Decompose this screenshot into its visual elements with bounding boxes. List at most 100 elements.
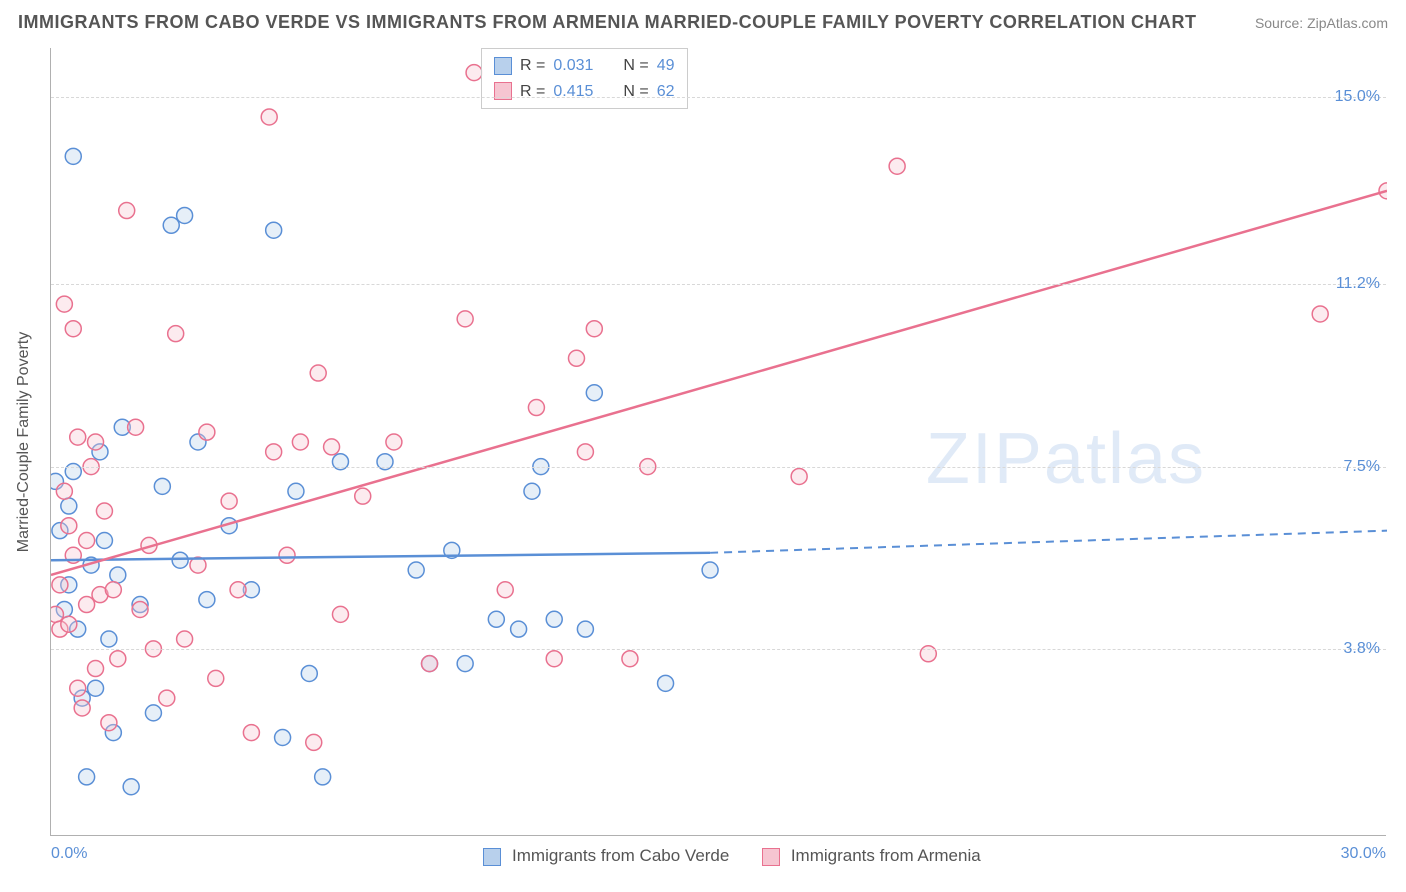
data-point-armenia (221, 493, 237, 509)
data-point-cabo_verde (658, 675, 674, 691)
regression-line-armenia (51, 191, 1387, 575)
data-point-armenia (622, 651, 638, 667)
data-point-armenia (61, 616, 77, 632)
data-point-armenia (61, 518, 77, 534)
data-point-cabo_verde (154, 478, 170, 494)
data-point-armenia (177, 631, 193, 647)
chart-title: IMMIGRANTS FROM CABO VERDE VS IMMIGRANTS… (18, 12, 1197, 33)
data-point-armenia (586, 321, 602, 337)
data-point-armenia (466, 65, 482, 81)
data-point-armenia (386, 434, 402, 450)
grid-line (51, 467, 1386, 468)
scatter-svg (51, 48, 1387, 836)
data-point-armenia (306, 734, 322, 750)
y-tick-label: 7.5% (1344, 458, 1380, 476)
r-value-armenia: 0.415 (553, 79, 593, 105)
swatch-cabo-icon (483, 848, 501, 866)
data-point-cabo_verde (511, 621, 527, 637)
data-point-armenia (279, 547, 295, 563)
r-label: R = (520, 53, 545, 79)
data-point-cabo_verde (79, 769, 95, 785)
data-point-armenia (310, 365, 326, 381)
data-point-cabo_verde (577, 621, 593, 637)
data-point-armenia (65, 321, 81, 337)
data-point-armenia (110, 651, 126, 667)
data-point-armenia (79, 597, 95, 613)
data-point-cabo_verde (110, 567, 126, 583)
data-point-cabo_verde (123, 779, 139, 795)
swatch-armenia-icon (762, 848, 780, 866)
data-point-armenia (457, 311, 473, 327)
y-tick-label: 15.0% (1335, 88, 1380, 106)
n-value-cabo: 49 (657, 53, 675, 79)
data-point-armenia (355, 488, 371, 504)
legend-label-armenia: Immigrants from Armenia (791, 846, 981, 865)
data-point-armenia (74, 700, 90, 716)
data-point-armenia (230, 582, 246, 598)
r-label: R = (520, 79, 545, 105)
data-point-armenia (79, 533, 95, 549)
data-point-cabo_verde (61, 498, 77, 514)
regression-extension-cabo_verde (710, 531, 1387, 553)
n-value-armenia: 62 (657, 79, 675, 105)
data-point-cabo_verde (315, 769, 331, 785)
stats-legend: R = 0.031 N = 49 R = 0.415 N = 62 (481, 48, 688, 109)
grid-line (51, 649, 1386, 650)
data-point-armenia (168, 326, 184, 342)
data-point-armenia (577, 444, 593, 460)
source-attribution: Source: ZipAtlas.com (1255, 15, 1388, 31)
y-tick-label: 3.8% (1344, 640, 1380, 658)
data-point-armenia (1312, 306, 1328, 322)
n-label: N = (623, 53, 648, 79)
data-point-armenia (159, 690, 175, 706)
plot-region: ZIPatlas R = 0.031 N = 49 R = 0.415 N = … (50, 48, 1386, 836)
stats-row-armenia: R = 0.415 N = 62 (494, 79, 675, 105)
data-point-cabo_verde (408, 562, 424, 578)
data-point-cabo_verde (546, 611, 562, 627)
data-point-cabo_verde (524, 483, 540, 499)
data-point-armenia (208, 670, 224, 686)
data-point-armenia (105, 582, 121, 598)
data-point-cabo_verde (275, 730, 291, 746)
data-point-cabo_verde (96, 533, 112, 549)
stats-row-cabo: R = 0.031 N = 49 (494, 53, 675, 79)
data-point-armenia (56, 296, 72, 312)
data-point-armenia (243, 725, 259, 741)
grid-line (51, 97, 1386, 98)
data-point-cabo_verde (145, 705, 161, 721)
data-point-armenia (119, 203, 135, 219)
legend-label-cabo: Immigrants from Cabo Verde (512, 846, 729, 865)
data-point-armenia (88, 661, 104, 677)
data-point-armenia (132, 601, 148, 617)
y-axis-label: Married-Couple Family Poverty (15, 332, 33, 553)
data-point-cabo_verde (301, 665, 317, 681)
data-point-cabo_verde (266, 222, 282, 238)
n-label: N = (623, 79, 648, 105)
chart-area: Married-Couple Family Poverty ZIPatlas R… (50, 48, 1386, 836)
data-point-armenia (422, 656, 438, 672)
data-point-cabo_verde (172, 552, 188, 568)
swatch-cabo-icon (494, 57, 512, 75)
data-point-cabo_verde (488, 611, 504, 627)
data-point-armenia (889, 158, 905, 174)
data-point-armenia (88, 434, 104, 450)
grid-line (51, 284, 1386, 285)
data-point-cabo_verde (457, 656, 473, 672)
data-point-cabo_verde (177, 207, 193, 223)
r-value-cabo: 0.031 (553, 53, 593, 79)
data-point-armenia (101, 715, 117, 731)
data-point-cabo_verde (65, 148, 81, 164)
data-point-armenia (56, 483, 72, 499)
data-point-armenia (52, 577, 68, 593)
data-point-armenia (128, 419, 144, 435)
data-point-armenia (266, 444, 282, 460)
data-point-cabo_verde (702, 562, 718, 578)
y-tick-label: 11.2% (1336, 275, 1380, 293)
data-point-armenia (70, 680, 86, 696)
data-point-cabo_verde (88, 680, 104, 696)
data-point-cabo_verde (199, 592, 215, 608)
data-point-armenia (791, 468, 807, 484)
data-point-cabo_verde (586, 385, 602, 401)
data-point-armenia (199, 424, 215, 440)
data-point-armenia (497, 582, 513, 598)
